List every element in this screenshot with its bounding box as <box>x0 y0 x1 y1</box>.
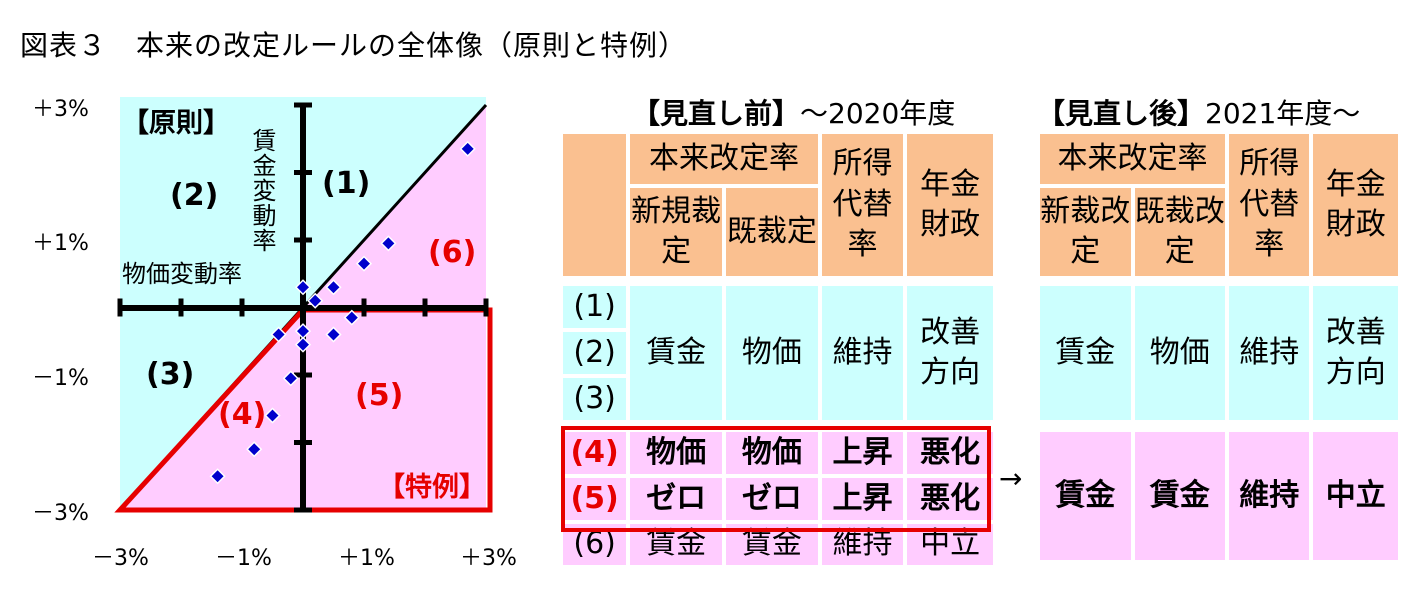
data-point <box>380 235 397 252</box>
data-point <box>246 441 263 458</box>
x-tick-label: ＋3% <box>460 546 517 571</box>
data-point <box>325 279 342 296</box>
header-finance: 年金財政 <box>1313 134 1398 276</box>
header-finance: 年金財政 <box>907 134 993 276</box>
header-existing: 既裁改定 <box>1134 188 1226 276</box>
exception-label: 【特例】 <box>378 472 486 503</box>
data-point <box>459 140 476 157</box>
cell-replacement: 維持 <box>1229 432 1310 560</box>
y-tick-label: －1% <box>32 366 89 391</box>
data-point <box>355 255 373 272</box>
region-5-label: (5) <box>355 378 403 413</box>
region-3-label: (3) <box>146 357 194 392</box>
page-title: 図表３ 本来の改定ルールの全体像（原則と特例） <box>20 29 688 62</box>
header-replacement: 所得代替率 <box>1229 134 1310 276</box>
cell-existing: 賃金 <box>1134 432 1226 560</box>
row-label: (1) <box>563 286 627 328</box>
header-existing: 既裁定 <box>725 188 818 276</box>
data-point <box>294 279 312 296</box>
cell-replacement: 上昇 <box>821 432 904 474</box>
y-tick-label: ＋1% <box>32 231 89 256</box>
y-tick-label: －3% <box>32 501 89 526</box>
data-point <box>325 326 342 343</box>
row-label: (5) <box>563 478 627 520</box>
cell-finance: 中立 <box>1313 432 1398 560</box>
rule-diagram-chart: ＋3% ＋1% －1% －3% －3% －1% ＋1% ＋3% 【原則】 【特例… <box>32 97 517 571</box>
before-heading-period: ～2020年度 <box>800 97 956 130</box>
cell-existing: ゼロ <box>725 478 818 520</box>
exception-rows-highlight <box>561 426 991 532</box>
header-rate: 本来改定率 <box>630 134 818 184</box>
row-label: (2) <box>563 332 627 374</box>
cell-finance: 改善方向 <box>907 286 993 420</box>
cell-new: ゼロ <box>630 478 722 520</box>
cell-new: 賃金 <box>1040 432 1131 560</box>
exception-outline <box>114 307 493 513</box>
cell-existing: 物価 <box>1134 286 1226 420</box>
cell-new: 物価 <box>630 432 722 474</box>
data-point <box>282 370 299 387</box>
arrow-icon: → <box>999 462 1023 495</box>
after-table: 本来改定率 所得代替率 年金財政 新裁改定 既裁改定 賃金 物価 維持 改善方向… <box>1036 130 1402 564</box>
data-points <box>209 140 476 485</box>
cell-new: 賃金 <box>630 286 722 420</box>
spacer <box>1040 424 1398 428</box>
after-heading: 【見直し後】2021年度～ <box>1037 92 1360 132</box>
region-2-label: (2) <box>170 178 218 213</box>
header-rate: 本来改定率 <box>1040 134 1226 184</box>
cell-finance: 改善方向 <box>1313 286 1398 420</box>
header-replacement: 所得代替率 <box>821 134 904 276</box>
axis-ticks <box>117 102 489 513</box>
data-point <box>294 336 312 353</box>
cell-existing: 物価 <box>725 432 818 474</box>
cell-new: 賃金 <box>1040 286 1131 420</box>
cell-finance: 悪化 <box>907 432 993 474</box>
cell-replacement: 上昇 <box>821 478 904 520</box>
after-heading-bold: 【見直し後】 <box>1037 97 1206 130</box>
after-heading-period: 2021年度～ <box>1205 97 1361 130</box>
region-4-label: (4) <box>218 397 266 432</box>
corner-cell <box>563 134 627 276</box>
y-axis-label: 賃金変動率 <box>248 128 276 253</box>
row-label: (3) <box>563 378 627 420</box>
header-new: 新裁改定 <box>1040 188 1131 276</box>
data-point <box>209 468 226 485</box>
header-new: 新規裁定 <box>630 188 722 276</box>
data-point <box>343 309 360 326</box>
cell-existing: 物価 <box>725 286 818 420</box>
x-axis-label: 物価変動率 <box>122 260 242 288</box>
spacer <box>1040 280 1398 282</box>
x-tick-label: －3% <box>92 546 149 571</box>
region-1-label: (1) <box>322 166 370 201</box>
before-heading-bold: 【見直し前】 <box>632 97 801 130</box>
region-6-label: (6) <box>428 235 476 270</box>
x-tick-label: ＋1% <box>338 546 395 571</box>
principle-label: 【原則】 <box>122 108 230 139</box>
x-tick-label: －1% <box>215 546 272 571</box>
cell-replacement: 維持 <box>821 286 904 420</box>
cell-finance: 悪化 <box>907 478 993 520</box>
data-point <box>307 292 324 309</box>
data-point <box>294 323 312 340</box>
before-heading: 【見直し前】～2020年度 <box>632 92 955 132</box>
y-tick-label: ＋3% <box>32 97 89 122</box>
cell-replacement: 維持 <box>1229 286 1310 420</box>
spacer <box>563 280 993 282</box>
data-point <box>264 407 281 424</box>
row-label: (4) <box>563 432 627 474</box>
data-point <box>270 326 287 343</box>
